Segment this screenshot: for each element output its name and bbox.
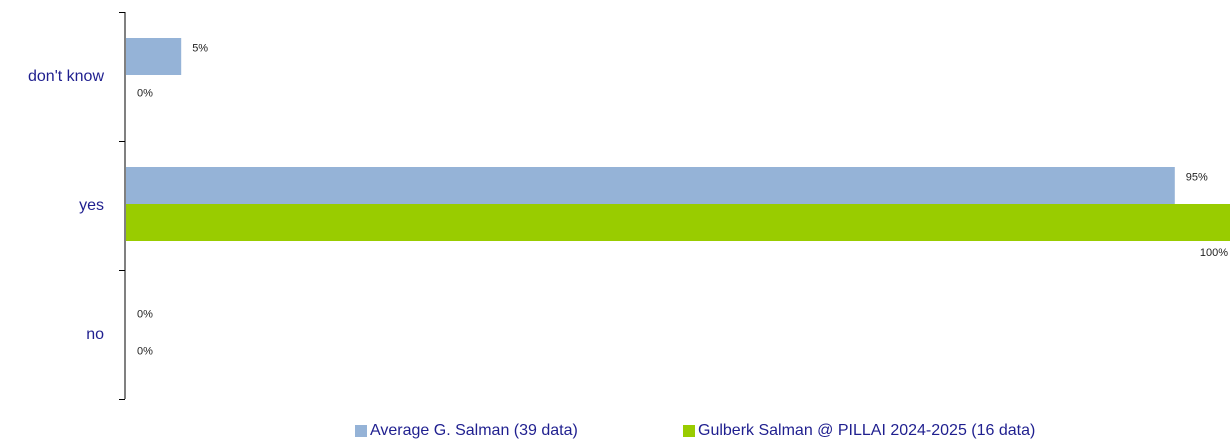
bar-chart: don't know yes no 5% 95% 0% 0% 100% 0% <box>28 12 1230 400</box>
data-label-series-1: 0% <box>137 346 153 358</box>
data-label-series-1: 100% <box>1200 247 1228 259</box>
legend-label-series-0: Average G. Salman (39 data) <box>370 422 578 439</box>
bar-series-0 <box>126 38 182 75</box>
chart-legend: Average G. Salman (39 data) Gulberk Salm… <box>0 422 1230 442</box>
category-label: don't know <box>28 68 104 85</box>
category-label: yes <box>79 197 104 214</box>
legend-item-series-0: Average G. Salman (39 data) <box>355 422 578 440</box>
data-label-series-0: 0% <box>137 309 153 321</box>
bar-series-0 <box>126 167 1175 204</box>
bar-series-1 <box>126 204 1230 241</box>
data-label-series-1: 0% <box>137 88 153 100</box>
data-label-series-0: 95% <box>1186 172 1208 184</box>
legend-item-series-1: Gulberk Salman @ PILLAI 2024-2025 (16 da… <box>683 422 1035 440</box>
legend-label-series-1: Gulberk Salman @ PILLAI 2024-2025 (16 da… <box>698 422 1036 439</box>
legend-swatch-series-0 <box>355 425 367 437</box>
category-label: no <box>86 326 104 343</box>
legend-swatch-series-1 <box>683 425 695 437</box>
data-label-series-0: 5% <box>192 43 208 55</box>
